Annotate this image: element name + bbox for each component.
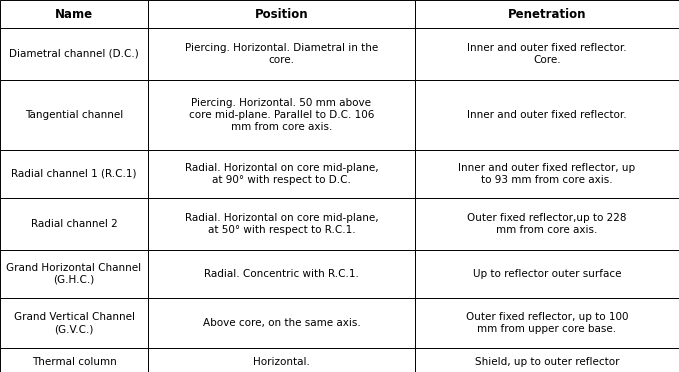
Bar: [148, 80, 415, 150]
Text: Radial. Horizontal on core mid-plane,
at 50° with respect to R.C.1.: Radial. Horizontal on core mid-plane, at…: [185, 213, 378, 235]
Text: Piercing. Horizontal. Diametral in the
core.: Piercing. Horizontal. Diametral in the c…: [185, 43, 378, 65]
Text: Outer fixed reflector,up to 228
mm from core axis.: Outer fixed reflector,up to 228 mm from …: [467, 213, 627, 235]
Bar: [148, 298, 415, 348]
Bar: [148, 28, 415, 80]
Text: Grand Horizontal Channel
(G.H.C.): Grand Horizontal Channel (G.H.C.): [6, 263, 142, 285]
Text: Name: Name: [55, 7, 93, 20]
Bar: [148, 250, 415, 298]
Text: Inner and outer fixed reflector.: Inner and outer fixed reflector.: [467, 110, 627, 120]
Bar: [148, 150, 415, 198]
Text: Thermal column: Thermal column: [32, 357, 116, 367]
Bar: [415, 0, 679, 28]
Text: Diametral channel (D.C.): Diametral channel (D.C.): [9, 49, 139, 59]
Bar: [415, 28, 679, 80]
Text: Horizontal.: Horizontal.: [253, 357, 310, 367]
Text: Shield, up to outer reflector: Shield, up to outer reflector: [475, 357, 619, 367]
Text: Tangential channel: Tangential channel: [25, 110, 123, 120]
Bar: [415, 198, 679, 250]
Text: Radial channel 2: Radial channel 2: [31, 219, 117, 229]
Text: Outer fixed reflector, up to 100
mm from upper core base.: Outer fixed reflector, up to 100 mm from…: [466, 312, 628, 334]
Bar: [415, 80, 679, 150]
Bar: [0, 298, 148, 348]
Bar: [0, 348, 148, 372]
Bar: [0, 250, 148, 298]
Text: Piercing. Horizontal. 50 mm above
core mid-plane. Parallel to D.C. 106
mm from c: Piercing. Horizontal. 50 mm above core m…: [189, 98, 374, 132]
Bar: [0, 80, 148, 150]
Bar: [415, 348, 679, 372]
Bar: [148, 0, 415, 28]
Bar: [148, 348, 415, 372]
Text: Radial. Horizontal on core mid-plane,
at 90° with respect to D.C.: Radial. Horizontal on core mid-plane, at…: [185, 163, 378, 185]
Text: Radial. Concentric with R.C.1.: Radial. Concentric with R.C.1.: [204, 269, 359, 279]
Bar: [0, 150, 148, 198]
Text: Radial channel 1 (R.C.1): Radial channel 1 (R.C.1): [12, 169, 136, 179]
Text: Inner and outer fixed reflector, up
to 93 mm from core axis.: Inner and outer fixed reflector, up to 9…: [458, 163, 636, 185]
Text: Above core, on the same axis.: Above core, on the same axis.: [202, 318, 361, 328]
Text: Inner and outer fixed reflector.
Core.: Inner and outer fixed reflector. Core.: [467, 43, 627, 65]
Bar: [0, 28, 148, 80]
Text: Penetration: Penetration: [508, 7, 586, 20]
Bar: [415, 298, 679, 348]
Bar: [415, 250, 679, 298]
Bar: [148, 198, 415, 250]
Text: Up to reflector outer surface: Up to reflector outer surface: [473, 269, 621, 279]
Text: Position: Position: [255, 7, 308, 20]
Text: Grand Vertical Channel
(G.V.C.): Grand Vertical Channel (G.V.C.): [14, 312, 134, 334]
Bar: [0, 0, 148, 28]
Bar: [0, 198, 148, 250]
Bar: [415, 150, 679, 198]
